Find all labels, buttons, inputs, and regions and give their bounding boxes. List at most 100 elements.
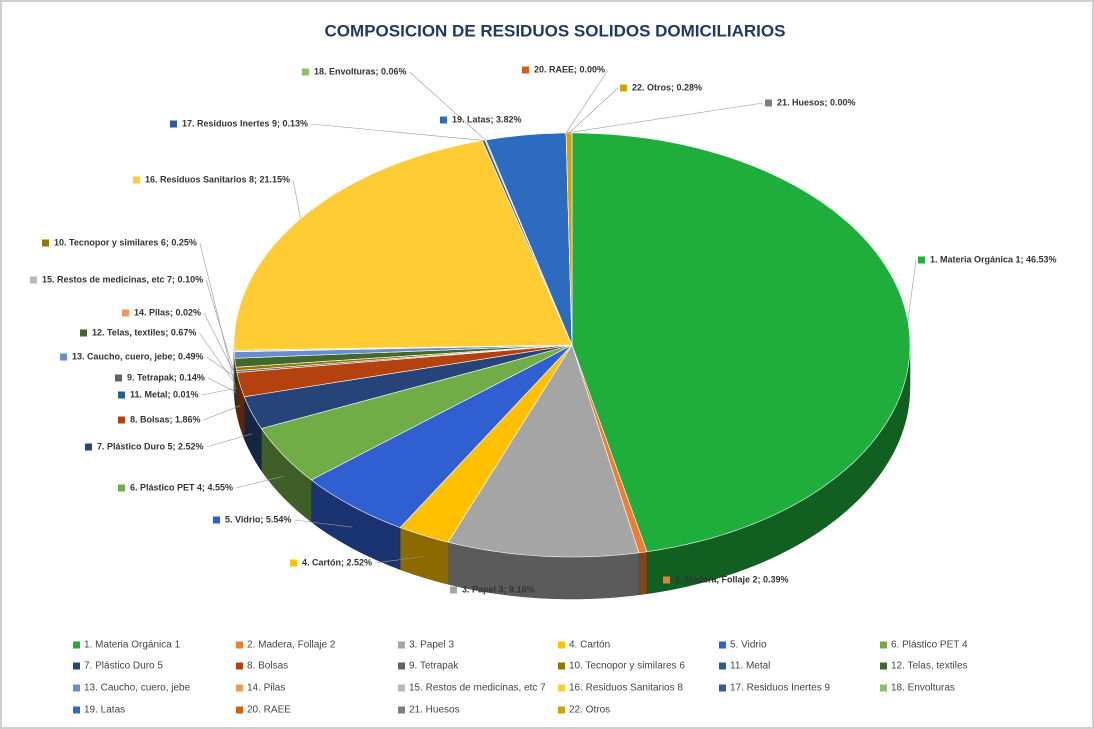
- legend-swatch: [73, 706, 80, 714]
- data-label: 18. Envolturas; 0.06%: [314, 66, 407, 76]
- legend-swatch: [719, 641, 726, 649]
- data-label: 11. Metal; 0.01%: [130, 389, 199, 399]
- legend-swatch: [236, 706, 243, 714]
- legend-label: 21. Huesos: [409, 705, 460, 716]
- legend-label: 12. Telas, textiles: [891, 661, 968, 672]
- legend-label: 4. Cartón: [569, 640, 610, 651]
- data-label: 6. Plástico PET 4; 4.55%: [130, 482, 233, 492]
- data-label: 20. RAEE; 0.00%: [534, 64, 605, 74]
- label-swatch: [765, 99, 772, 107]
- label-swatch: [522, 66, 529, 74]
- legend-label: 3. Papel 3: [409, 640, 454, 651]
- legend-label: 18. Envolturas: [891, 683, 955, 694]
- legend-swatch: [398, 684, 405, 692]
- label-swatch: [450, 586, 457, 594]
- legend-label: 15. Restos de medicinas, etc 7: [409, 683, 546, 694]
- label-swatch: [30, 276, 37, 284]
- legend-swatch: [719, 684, 726, 692]
- legend-swatch: [73, 662, 80, 670]
- legend-swatch: [398, 662, 405, 670]
- label-swatch: [918, 256, 925, 264]
- leader-line: [207, 377, 237, 393]
- label-swatch: [80, 329, 87, 337]
- data-label: 17. Residuos Inertes 9; 0.13%: [182, 118, 308, 128]
- legend-label: 16. Residuos Sanitarios 8: [569, 683, 683, 694]
- data-label: 7. Plástico Duro 5; 2.52%: [97, 441, 204, 451]
- legend-label: 17. Residuos Inertes 9: [730, 683, 830, 694]
- label-swatch: [440, 116, 447, 124]
- legend-label: 10. Tecnopor y similares 6: [569, 661, 685, 672]
- legend-label: 22. Otros: [569, 705, 610, 716]
- leader-line: [292, 179, 301, 219]
- legend-label: 14. Pilas: [247, 683, 285, 694]
- legend-label: 5. Vidrio: [730, 640, 767, 651]
- slice: [571, 132, 911, 553]
- slice: [236, 344, 573, 398]
- legend-label: 19. Latas: [84, 705, 125, 716]
- data-label: 13. Caucho, cuero, jebe; 0.49%: [72, 351, 204, 361]
- label-swatch: [663, 576, 670, 584]
- slice: [310, 344, 573, 528]
- slice: [485, 132, 573, 346]
- legend-label: 1. Materia Orgánica 1: [84, 640, 181, 651]
- data-label: 22. Otros; 0.28%: [632, 82, 702, 92]
- data-label: 14. Pilas; 0.02%: [134, 307, 201, 317]
- legend-swatch: [558, 684, 565, 692]
- legend-swatch: [73, 684, 80, 692]
- label-swatch: [290, 559, 297, 567]
- slice: [565, 132, 573, 346]
- data-label: 15. Restos de medicinas, etc 7; 0.10%: [42, 274, 203, 284]
- slice: [399, 344, 573, 543]
- legend-swatch: [398, 641, 405, 649]
- label-swatch: [118, 484, 125, 492]
- legend-swatch: [880, 641, 887, 649]
- legend-swatch: [398, 706, 405, 714]
- data-label: 19. Latas; 3.82%: [452, 114, 522, 124]
- legend-swatch: [558, 641, 565, 649]
- label-swatch: [620, 84, 627, 92]
- legend-label: 9. Tetrapak: [409, 661, 459, 672]
- legend-swatch: [73, 641, 80, 649]
- leader-line: [568, 87, 619, 134]
- leader-line: [206, 356, 235, 377]
- legend-swatch: [719, 662, 726, 670]
- leader-line: [907, 259, 917, 322]
- label-swatch: [60, 353, 67, 361]
- leader-line: [294, 519, 353, 528]
- slice-side: [638, 551, 648, 596]
- label-swatch: [122, 309, 129, 317]
- leader-line: [201, 387, 236, 396]
- legend-swatch: [558, 662, 565, 670]
- leader-line: [235, 476, 284, 489]
- legend-swatch: [880, 662, 887, 670]
- data-label: 8. Bolsas; 1.86%: [130, 414, 201, 424]
- label-swatch: [85, 443, 92, 451]
- label-swatch: [170, 120, 177, 128]
- label-swatch: [42, 239, 49, 247]
- legend-swatch: [880, 684, 887, 692]
- leader-line: [206, 433, 252, 448]
- leader-line: [199, 242, 237, 391]
- label-swatch: [133, 176, 140, 184]
- data-label: 3. Papel 3; 9.16%: [462, 584, 535, 594]
- data-label: 21. Huesos; 0.00%: [777, 97, 856, 107]
- legend-swatch: [236, 662, 243, 670]
- label-swatch: [118, 416, 125, 424]
- leader-line: [203, 312, 235, 373]
- leader-line: [566, 102, 764, 134]
- slice: [233, 140, 573, 351]
- legend-label: 11. Metal: [730, 661, 770, 672]
- data-label: 4. Cartón; 2.52%: [302, 557, 372, 567]
- label-swatch: [115, 374, 122, 382]
- slice: [447, 344, 640, 558]
- leader-line: [205, 279, 235, 372]
- slice: [260, 344, 573, 481]
- leader-line: [199, 332, 236, 384]
- chart-title: COMPOSICION DE RESIDUOS SOLIDOS DOMICILI…: [325, 21, 786, 40]
- legend-label: 6. Plástico PET 4: [891, 640, 968, 651]
- legend-label: 8. Bolsas: [247, 661, 288, 672]
- legend-swatch: [236, 641, 243, 649]
- data-label: 16. Residuos Sanitarios 8; 21.15%: [145, 174, 290, 184]
- leader-line: [409, 71, 486, 141]
